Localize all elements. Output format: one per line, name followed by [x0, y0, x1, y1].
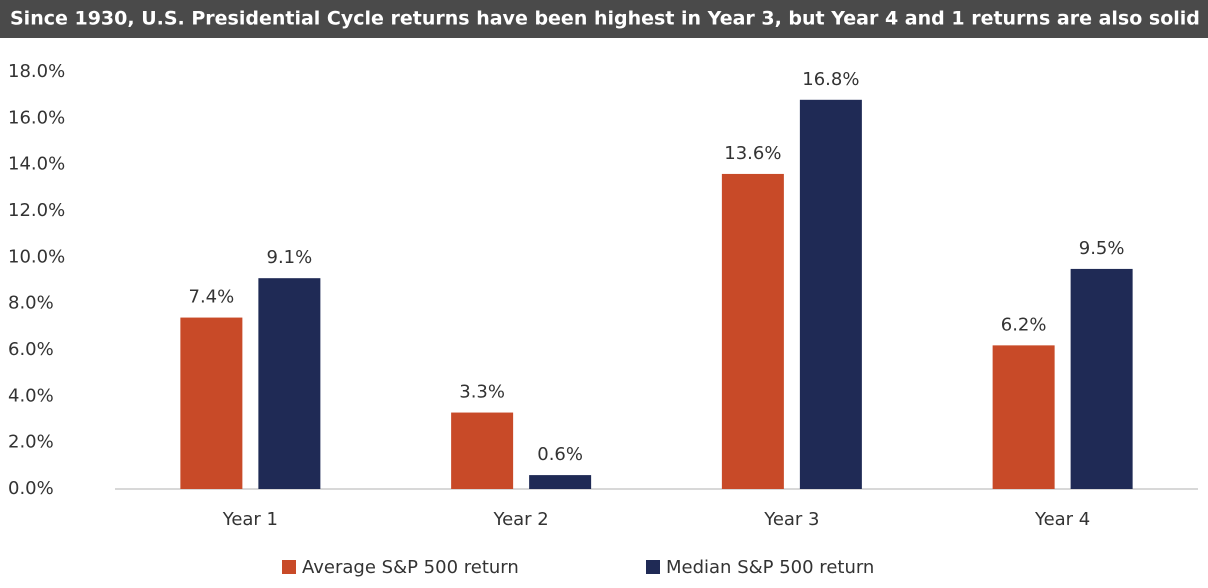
x-tick-label: Year 2 [492, 509, 548, 530]
data-label: 6.2% [1001, 314, 1047, 335]
data-label: 13.6% [724, 143, 781, 164]
legend-label: Average S&P 500 return [302, 557, 519, 578]
title-bar [0, 0, 1208, 38]
data-label: 0.6% [537, 444, 583, 465]
legend-swatch [646, 560, 660, 574]
bar [1070, 268, 1133, 489]
y-tick-label: 18.0% [8, 61, 65, 82]
bar [529, 475, 592, 489]
legend-label: Median S&P 500 return [666, 557, 874, 578]
x-tick-label: Year 4 [1034, 509, 1090, 530]
data-label: 16.8% [802, 69, 859, 90]
y-tick-label: 6.0% [8, 339, 54, 360]
legend-swatch [282, 560, 296, 574]
x-tick-label: Year 3 [763, 509, 819, 530]
bar [799, 99, 862, 490]
y-tick-label: 12.0% [8, 200, 65, 221]
bar [992, 345, 1055, 489]
bar [721, 173, 784, 489]
x-tick-label: Year 1 [222, 509, 278, 530]
y-tick-label: 2.0% [8, 432, 54, 453]
y-tick-label: 0.0% [8, 478, 54, 499]
y-tick-label: 8.0% [8, 293, 54, 314]
data-label: 9.1% [267, 247, 313, 268]
bar [180, 317, 243, 489]
bar [451, 412, 514, 489]
data-label: 7.4% [189, 287, 235, 308]
y-tick-label: 4.0% [8, 385, 54, 406]
data-label: 9.5% [1079, 238, 1125, 259]
bar [258, 278, 321, 489]
chart-title: Since 1930, U.S. Presidential Cycle retu… [10, 8, 1200, 30]
y-tick-label: 16.0% [8, 107, 65, 128]
y-tick-label: 10.0% [8, 246, 65, 267]
data-label: 3.3% [459, 382, 505, 403]
y-tick-label: 14.0% [8, 154, 65, 175]
